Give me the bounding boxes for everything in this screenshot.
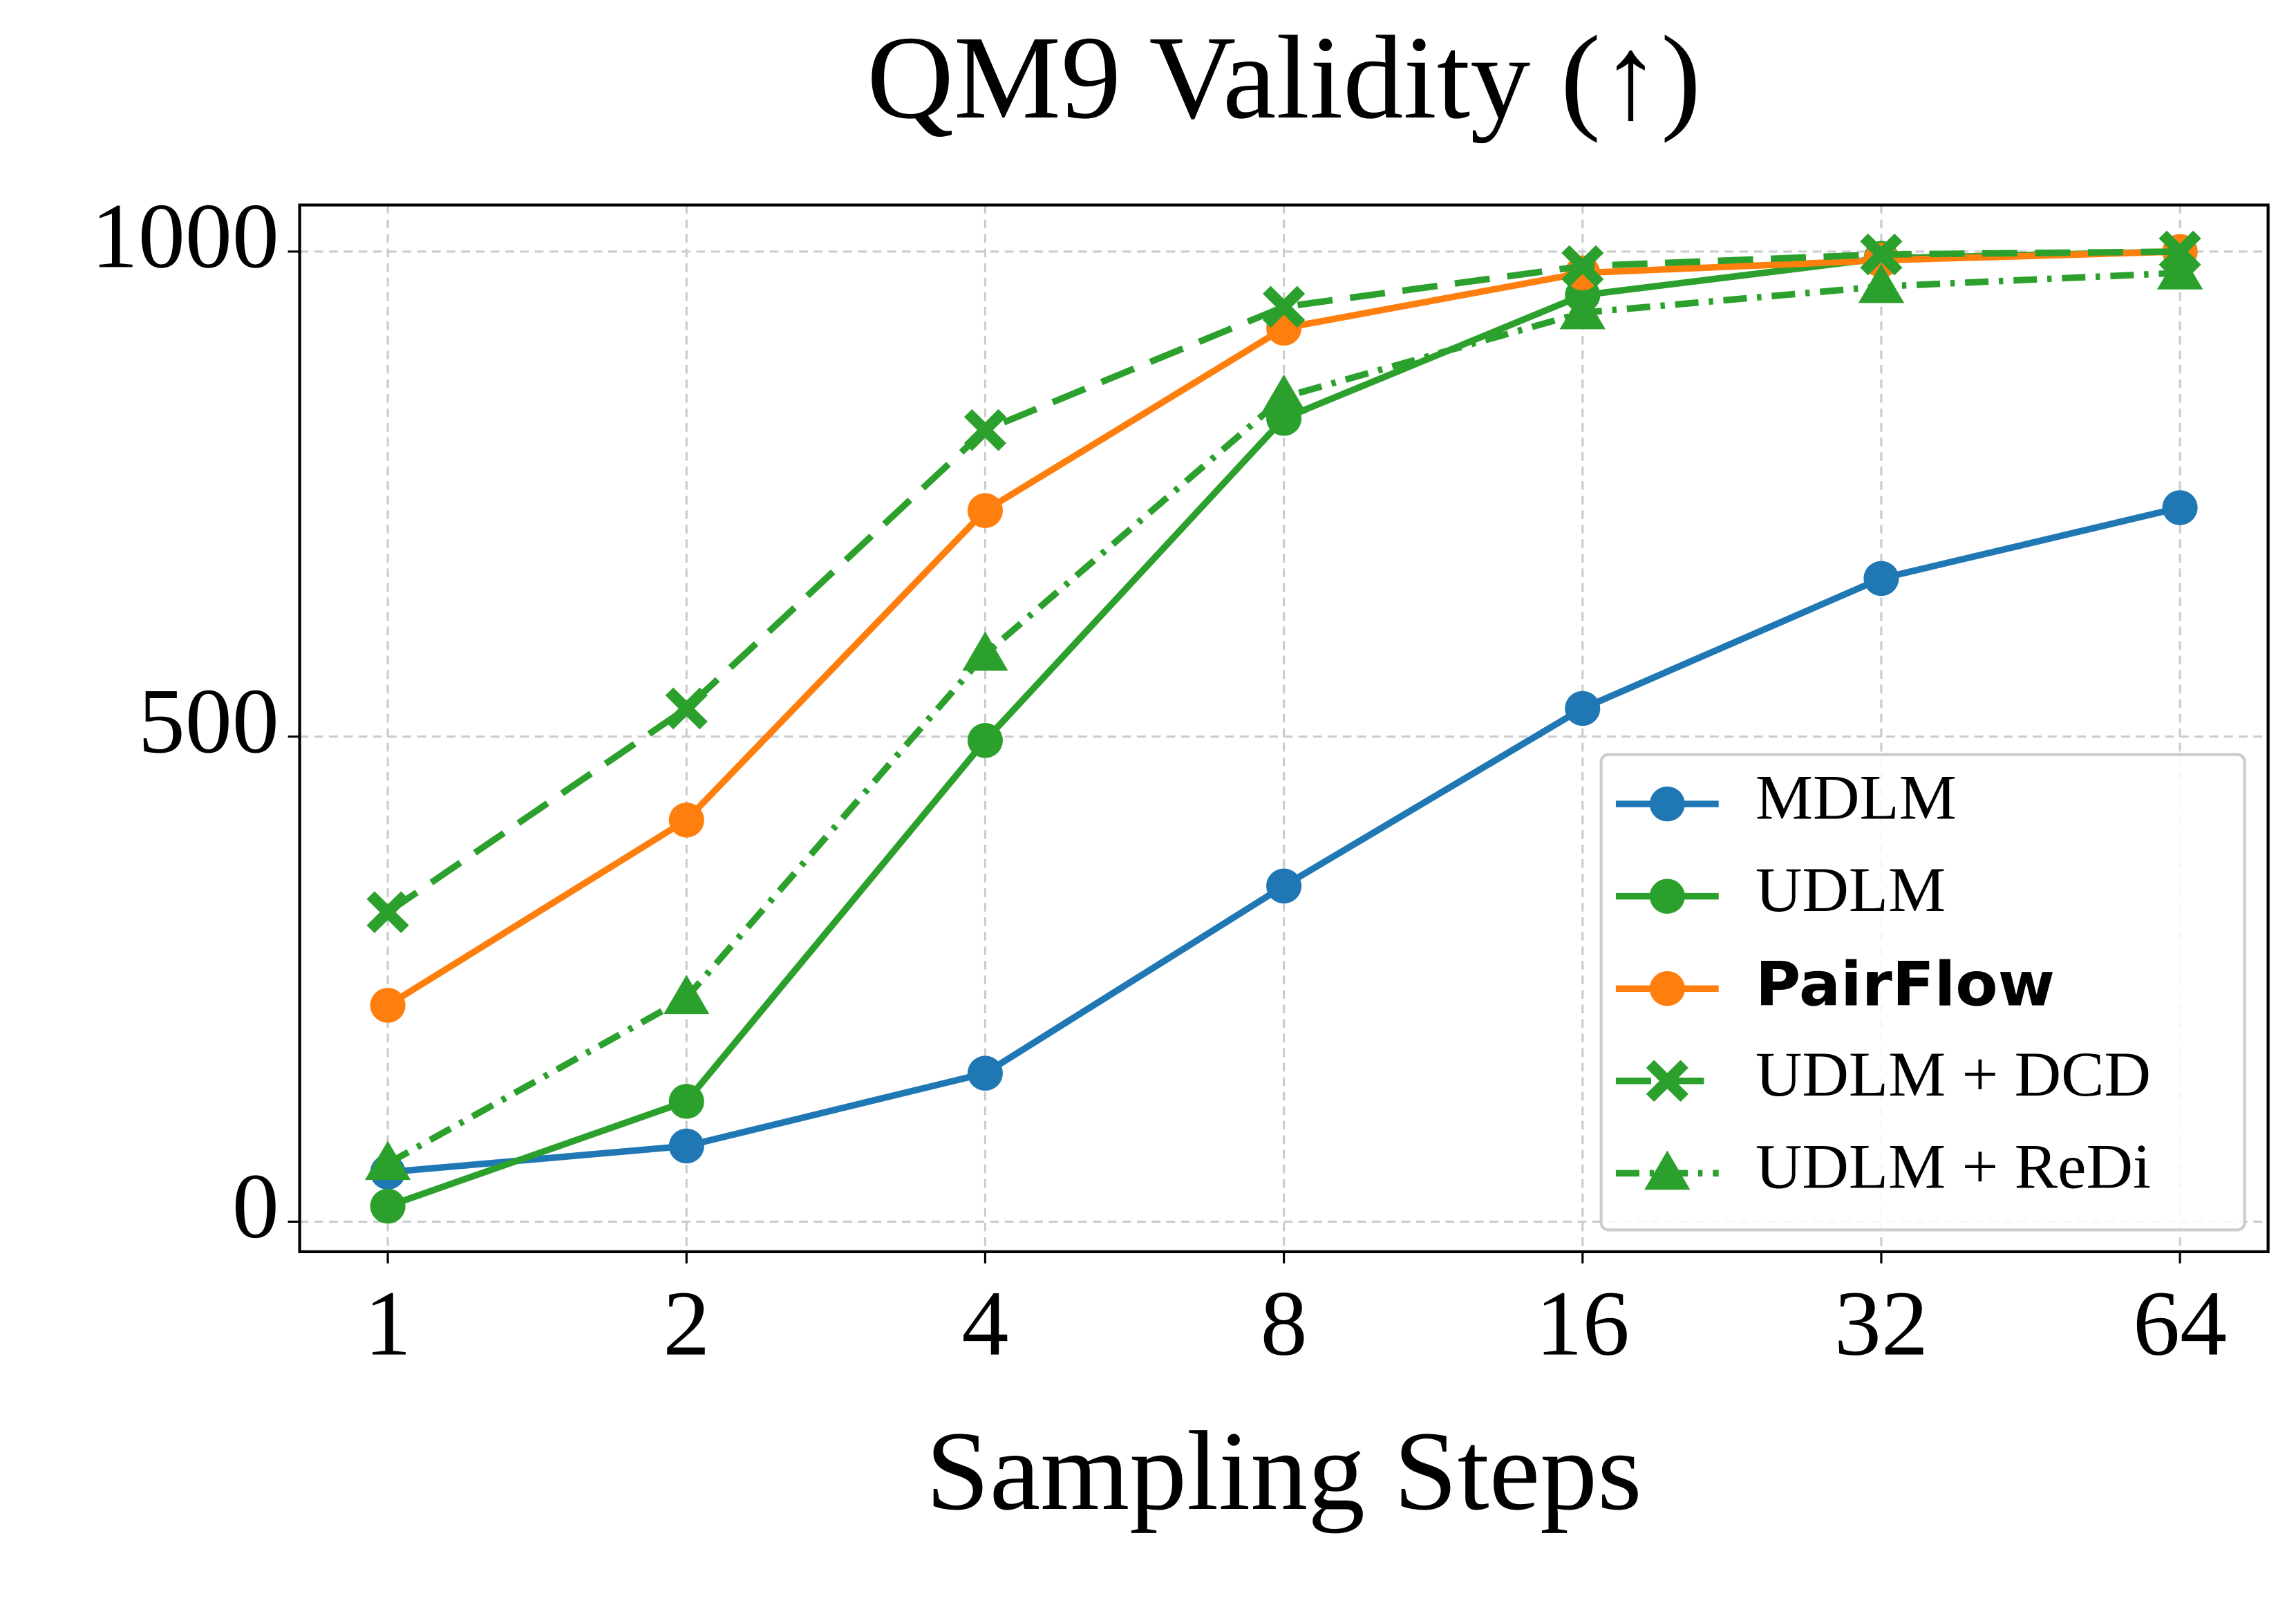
legend-label: PairFlow [1756,949,2055,1020]
marker [1266,868,1302,904]
legend: MDLM UDLM PairFlow UDLM + DCD UDLM + ReDi [1599,753,2246,1232]
marker [1559,290,1606,330]
x-tick-label: 32 [1834,1272,1928,1375]
marker [963,409,1007,451]
marker [1858,263,1905,303]
marker [967,723,1003,758]
marker [668,1084,704,1119]
x-tick-label: 8 [1261,1272,1308,1375]
marker [370,1188,406,1224]
marker [1649,879,1685,914]
marker [1649,786,1685,822]
marker [668,1128,704,1164]
marker [366,891,409,933]
marker [668,802,704,838]
marker [1262,285,1306,328]
y-tick-label: 1000 [91,185,279,288]
marker [364,1141,411,1181]
x-tick-label: 4 [961,1272,1008,1375]
marker [2162,490,2198,525]
marker [370,988,406,1023]
marker [1561,245,1604,288]
x-tick-label: 2 [663,1272,710,1375]
legend-frame [1599,753,2246,1232]
chart-title: QM9 Validity (↑) [867,12,1701,144]
marker [1644,1150,1691,1190]
y-tick-label: 0 [232,1155,279,1258]
legend-label: UDLM + DCD [1756,1039,2151,1109]
x-tick-label: 1 [364,1272,411,1375]
marker [664,975,710,1015]
x-axis-label: Sampling Steps [926,1408,1642,1534]
marker [1261,374,1307,414]
marker [962,631,1008,671]
legend-label: UDLM [1756,854,1946,925]
legend-label: MDLM [1756,762,1957,833]
plot-frame [298,203,2270,1254]
marker [967,1055,1003,1091]
marker [1646,1060,1688,1102]
marker [1565,691,1601,726]
marker [1863,561,1899,597]
x-tick-label: 64 [2133,1272,2227,1375]
marker [665,687,708,730]
legend-label: UDLM + ReDi [1756,1132,2151,1202]
marker [2156,250,2203,290]
x-tick-label: 16 [1536,1272,1630,1375]
y-tick-label: 500 [138,670,279,773]
marker [967,493,1003,528]
marker [1649,970,1685,1006]
marker [1860,233,1903,276]
